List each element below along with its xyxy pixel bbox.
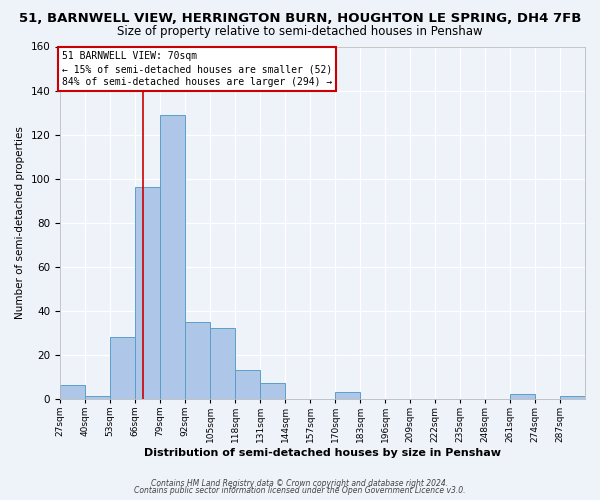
- Bar: [85, 396, 110, 398]
- Text: Contains public sector information licensed under the Open Government Licence v3: Contains public sector information licen…: [134, 486, 466, 495]
- Text: 51, BARNWELL VIEW, HERRINGTON BURN, HOUGHTON LE SPRING, DH4 7FB: 51, BARNWELL VIEW, HERRINGTON BURN, HOUG…: [19, 12, 581, 25]
- Bar: [210, 328, 235, 398]
- Text: 51 BARNWELL VIEW: 70sqm
← 15% of semi-detached houses are smaller (52)
84% of se: 51 BARNWELL VIEW: 70sqm ← 15% of semi-de…: [62, 51, 332, 88]
- Bar: [510, 394, 535, 398]
- Bar: [110, 337, 135, 398]
- Bar: [560, 396, 585, 398]
- Bar: [260, 383, 285, 398]
- Bar: [185, 322, 210, 398]
- Y-axis label: Number of semi-detached properties: Number of semi-detached properties: [15, 126, 25, 319]
- Bar: [60, 386, 85, 398]
- Text: Contains HM Land Registry data © Crown copyright and database right 2024.: Contains HM Land Registry data © Crown c…: [151, 478, 449, 488]
- Text: Size of property relative to semi-detached houses in Penshaw: Size of property relative to semi-detach…: [117, 25, 483, 38]
- Bar: [160, 114, 185, 399]
- Bar: [135, 188, 160, 398]
- Bar: [235, 370, 260, 398]
- Bar: [335, 392, 360, 398]
- X-axis label: Distribution of semi-detached houses by size in Penshaw: Distribution of semi-detached houses by …: [144, 448, 501, 458]
